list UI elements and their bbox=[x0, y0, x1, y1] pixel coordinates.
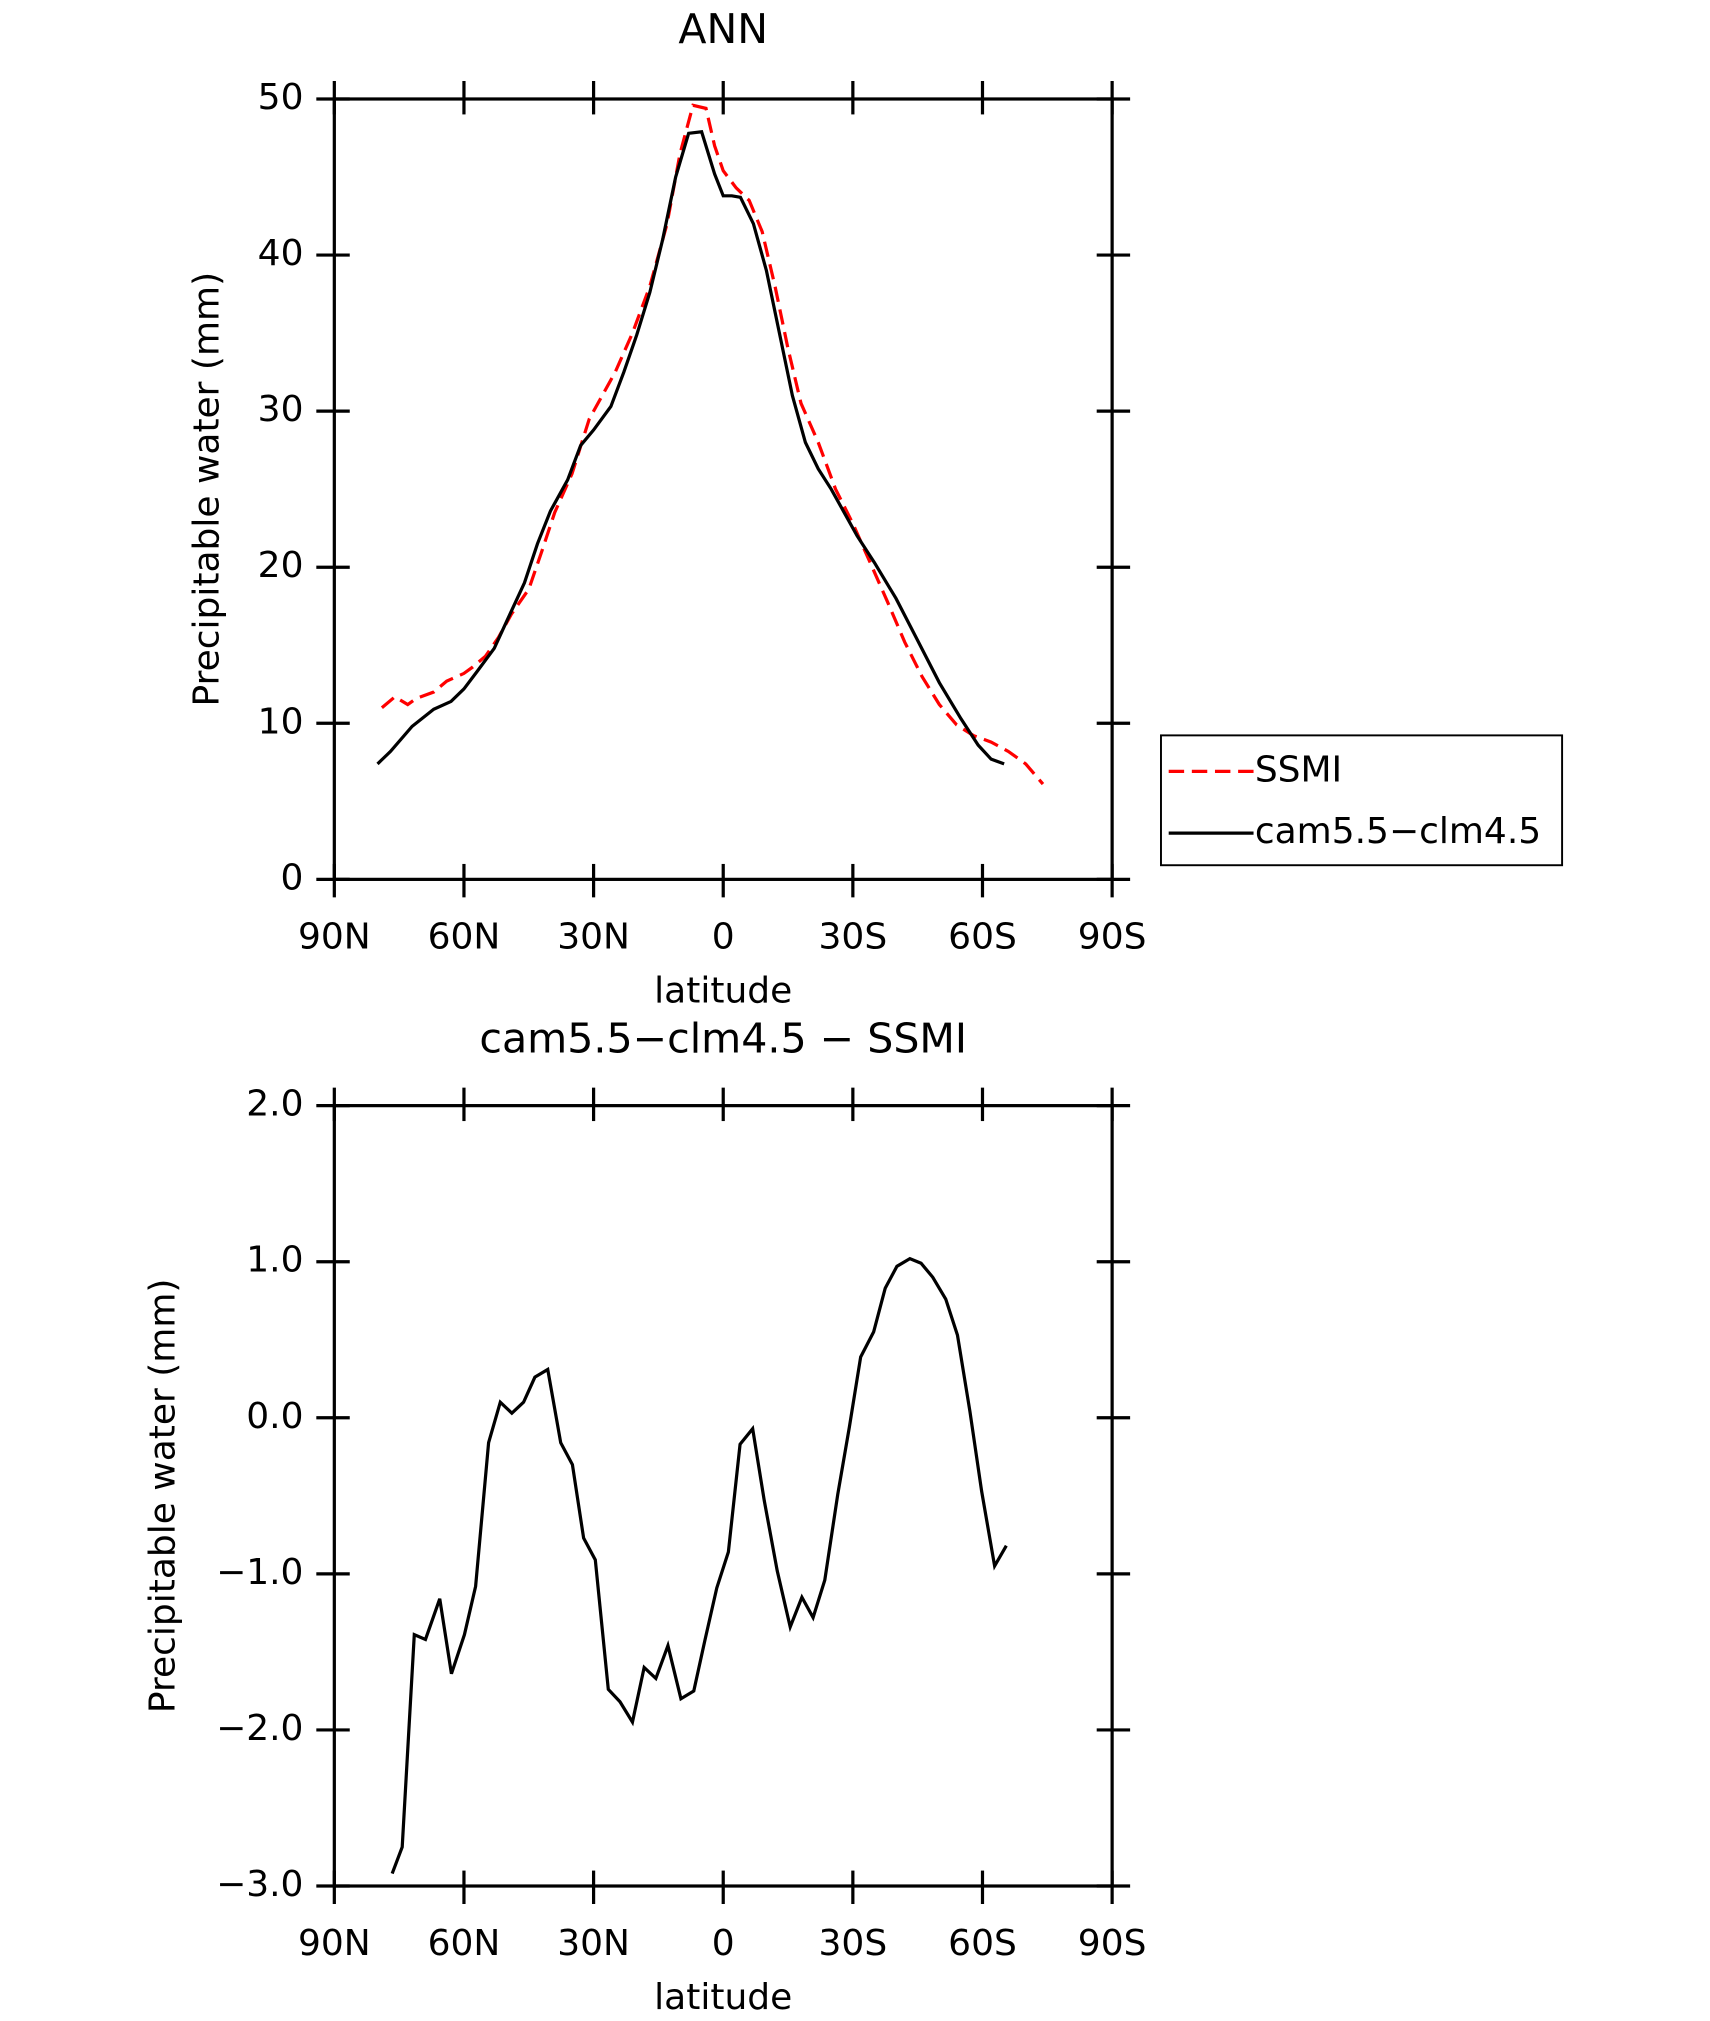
x-tick-label: 90S bbox=[1078, 917, 1147, 958]
legend-box bbox=[1160, 734, 1564, 867]
y-tick-label: 0.0 bbox=[246, 1396, 303, 1437]
x-tick-label: 90N bbox=[298, 1923, 371, 1964]
y-tick-label: 30 bbox=[258, 389, 304, 430]
x-axis-label: latitude bbox=[654, 971, 792, 1012]
y-tick-label: 50 bbox=[258, 77, 304, 118]
x-tick-label: 30N bbox=[557, 1923, 630, 1964]
x-tick-label: 90N bbox=[298, 917, 371, 958]
x-tick-label: 30S bbox=[819, 917, 888, 958]
y-tick-label: 10 bbox=[258, 701, 304, 742]
y-tick-label: 2.0 bbox=[246, 1084, 303, 1125]
x-tick-label: 30N bbox=[557, 917, 630, 958]
y-tick-label: 1.0 bbox=[246, 1240, 303, 1281]
y-axis-label: Precipitable water (mm) bbox=[143, 1279, 184, 1714]
data-line bbox=[390, 1256, 1008, 1875]
legend-label: SSMI bbox=[1255, 749, 1342, 790]
chart-title: cam5.5−clm4.5 − SSMI bbox=[479, 1014, 967, 1062]
x-tick-label: 60S bbox=[948, 917, 1017, 958]
legend-label: cam5.5−clm4.5 bbox=[1255, 811, 1541, 852]
y-tick-label: 20 bbox=[258, 545, 304, 586]
x-tick-label: 60N bbox=[428, 917, 501, 958]
x-tick-label: 30S bbox=[819, 1923, 888, 1964]
x-axis-label: latitude bbox=[654, 1977, 792, 2018]
y-tick-label: 0 bbox=[281, 857, 304, 898]
x-tick-label: 60S bbox=[948, 1923, 1017, 1964]
x-tick-label: 0 bbox=[712, 1923, 735, 1964]
y-tick-label: −3.0 bbox=[216, 1864, 303, 1905]
data-line bbox=[380, 103, 1045, 786]
plot-frame bbox=[332, 1104, 1114, 1888]
y-tick-label: 40 bbox=[258, 233, 304, 274]
y-tick-label: −1.0 bbox=[216, 1552, 303, 1593]
y-axis-label: Precipitable water (mm) bbox=[186, 272, 227, 707]
chart-title: ANN bbox=[678, 5, 768, 53]
x-tick-label: 0 bbox=[712, 917, 735, 958]
x-tick-label: 90S bbox=[1078, 1923, 1147, 1964]
data-line bbox=[376, 130, 1005, 766]
y-tick-label: −2.0 bbox=[216, 1708, 303, 1749]
x-tick-label: 60N bbox=[428, 1923, 501, 1964]
